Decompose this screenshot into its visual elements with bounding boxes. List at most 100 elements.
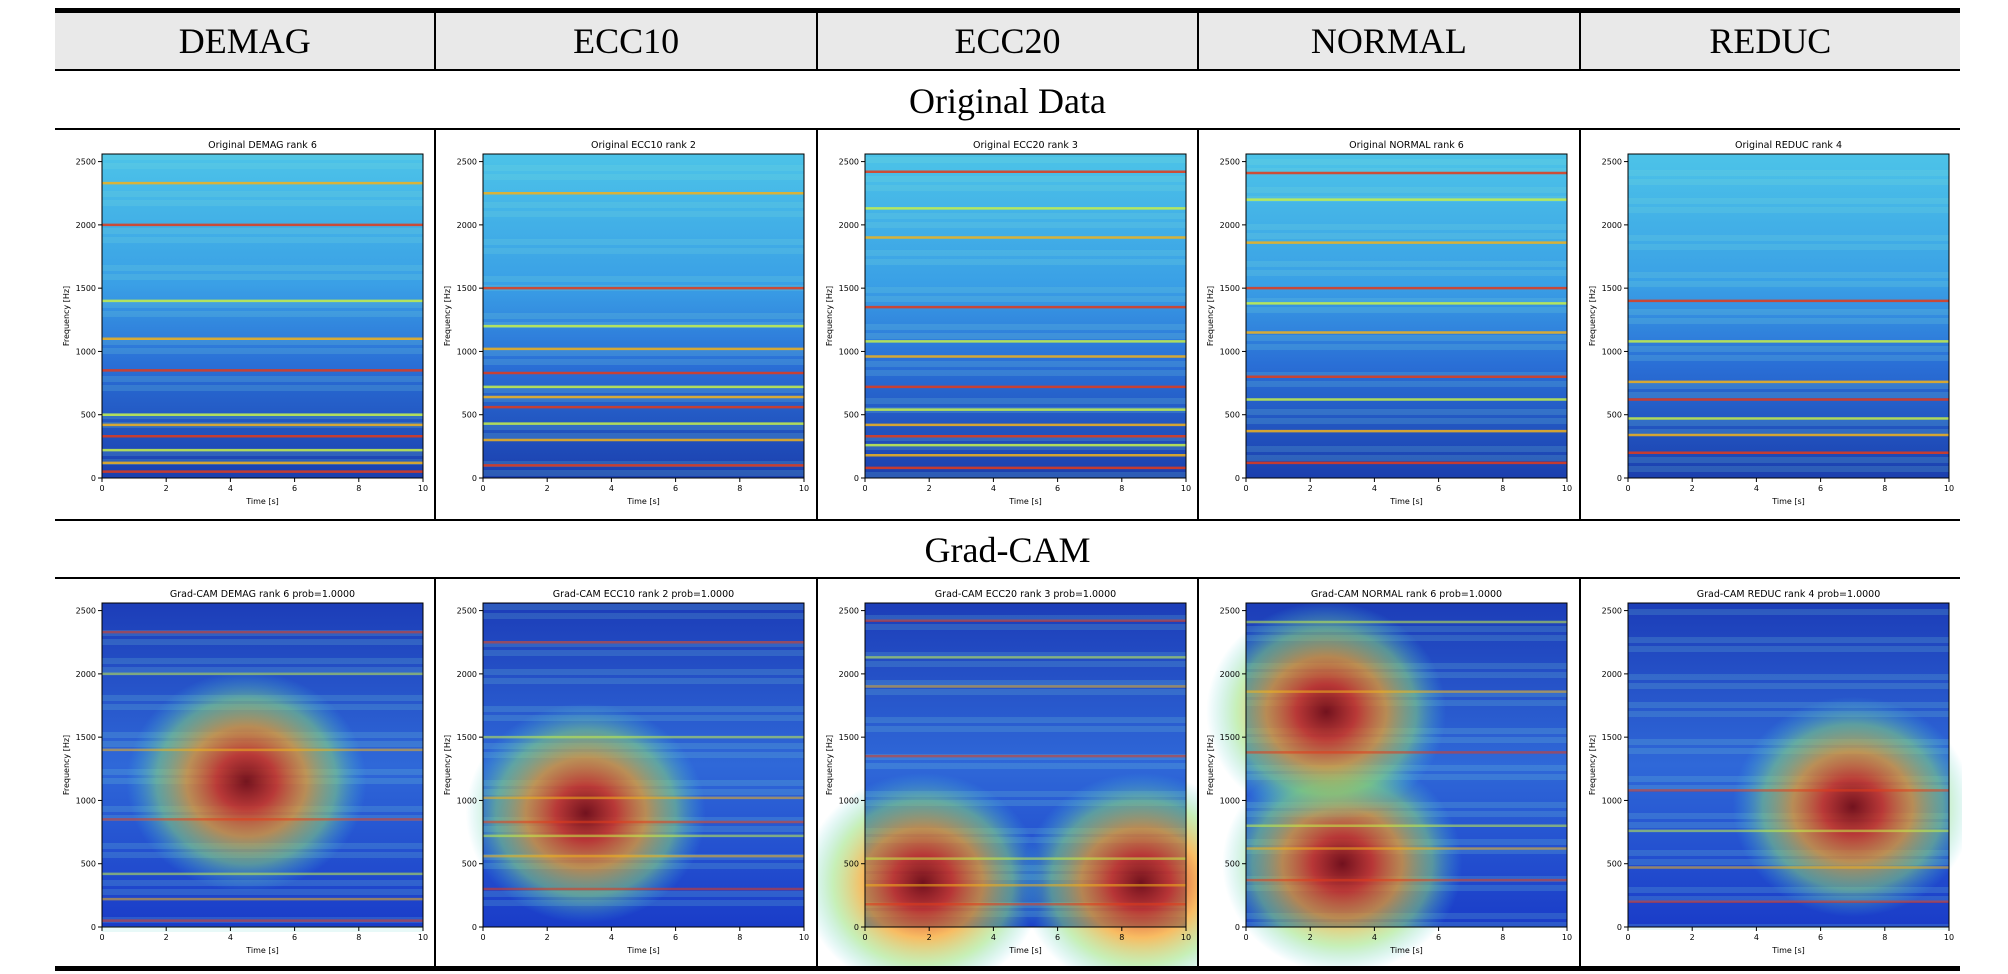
x-tick-label: 2 (545, 484, 550, 493)
y-tick-label: 500 (1606, 411, 1621, 420)
y-tick-label: 2500 (457, 607, 477, 616)
y-tick-label: 500 (1606, 860, 1621, 869)
y-tick-label: 500 (1225, 860, 1240, 869)
y-axis-label: Frequency [Hz] (1588, 286, 1597, 346)
y-tick-label: 500 (462, 860, 477, 869)
panel-title: Grad-CAM REDUC rank 4 prob=1.0000 (1696, 589, 1880, 600)
section2-title-rule (55, 577, 1960, 579)
texture-band (483, 359, 805, 365)
texture-band (483, 276, 805, 282)
x-tick-label: 8 (1119, 933, 1124, 942)
texture-band (864, 472, 1186, 478)
y-tick-label: 1000 (457, 347, 477, 356)
x-tick-label: 0 (862, 933, 867, 942)
texture-band (1627, 346, 1949, 352)
y-tick-label: 2500 (838, 607, 858, 616)
y-tick-label: 1000 (838, 796, 858, 805)
x-tick-label: 10 (1562, 933, 1572, 942)
y-axis-label: Frequency [Hz] (443, 735, 452, 795)
gradcam-plot-row: Grad-CAM DEMAG rank 6 prob=1.0000 0 2 4 6 8 10… (55, 579, 1962, 968)
plot-cell: Grad-CAM ECC20 rank 3 prob=1.0000 0 2 4 6 8 10… (815, 579, 1199, 968)
texture-band (102, 237, 423, 243)
y-tick-label: 1000 (76, 796, 96, 805)
plot-cell: Original NORMAL rank 6 0 2 4 6 8 10 0 500 1000 150… (1197, 130, 1578, 519)
texture-band (864, 763, 1186, 769)
x-tick-label: 6 (1818, 484, 1823, 493)
y-axis-label: Frequency [Hz] (1588, 735, 1597, 795)
texture-band (1627, 457, 1949, 463)
x-tick-label: 8 (1882, 484, 1887, 493)
x-tick-label: 0 (1625, 484, 1630, 493)
texture-band (483, 604, 805, 610)
texture-band (102, 413, 423, 419)
texture-band (864, 213, 1186, 219)
texture-band (864, 185, 1186, 191)
y-tick-label: 0 (91, 474, 96, 483)
texture-band (864, 287, 1186, 293)
plot-cell: Original DEMAG rank 6 0 2 4 6 8 10 0 500 1000 1500… (55, 130, 434, 519)
texture-band (102, 302, 423, 308)
y-tick-label: 1000 (1220, 796, 1240, 805)
x-tick-label: 2 (1308, 484, 1313, 493)
y-tick-label: 0 (854, 474, 859, 483)
y-tick-label: 1000 (838, 347, 858, 356)
x-tick-label: 0 (1625, 933, 1630, 942)
texture-band (483, 641, 805, 647)
texture-band (1627, 179, 1949, 185)
plot-cell: Grad-CAM NORMAL rank 6 prob=1.0000 0 2 4 6 8 1… (1197, 579, 1578, 968)
x-tick-label: 0 (862, 484, 867, 493)
texture-band (483, 211, 805, 217)
texture-band (1627, 429, 1949, 435)
texture-band (864, 689, 1186, 695)
x-tick-label: 4 (228, 484, 233, 493)
x-tick-label: 6 (1436, 484, 1441, 493)
y-tick-label: 1000 (1601, 347, 1621, 356)
y-tick-label: 1500 (1601, 284, 1621, 293)
y-tick-label: 500 (81, 860, 96, 869)
y-tick-label: 0 (1617, 474, 1622, 483)
gradcam-heat-region (817, 772, 1043, 968)
texture-band (1627, 309, 1949, 315)
texture-band (864, 398, 1186, 404)
y-tick-label: 2500 (1601, 158, 1621, 167)
x-tick-label: 10 (418, 933, 428, 942)
texture-band (483, 350, 805, 356)
y-tick-label: 2000 (838, 670, 858, 679)
y-tick-label: 500 (844, 411, 859, 420)
texture-band (1627, 170, 1949, 176)
texture-band (864, 800, 1186, 806)
plot-frame (1627, 602, 1950, 928)
x-tick-label: 8 (1119, 484, 1124, 493)
texture-band (864, 222, 1186, 228)
texture-band (864, 726, 1186, 732)
texture-band (1246, 187, 1568, 193)
y-tick-label: 2500 (1220, 158, 1240, 167)
x-tick-label: 10 (1944, 484, 1954, 493)
x-axis-label: Time [s] (1008, 497, 1042, 506)
x-tick-label: 10 (799, 933, 809, 942)
panel-title: Grad-CAM NORMAL rank 6 prob=1.0000 (1311, 589, 1502, 600)
texture-band (1627, 646, 1949, 652)
x-tick-label: 2 (926, 484, 931, 493)
texture-band (483, 706, 805, 712)
x-tick-label: 2 (545, 933, 550, 942)
x-tick-label: 8 (738, 933, 743, 942)
y-tick-label: 2000 (1601, 670, 1621, 679)
texture-band (864, 444, 1186, 450)
y-tick-label: 1500 (457, 284, 477, 293)
plot-frame (101, 602, 424, 928)
x-tick-label: 0 (99, 484, 104, 493)
panel-title: Grad-CAM DEMAG rank 6 prob=1.0000 (170, 589, 355, 600)
x-tick-label: 6 (1436, 933, 1441, 942)
y-axis-label: Frequency [Hz] (443, 286, 452, 346)
texture-band (1627, 198, 1949, 204)
section-title-gradcam: Grad-CAM (924, 530, 1091, 570)
texture-band (483, 433, 805, 439)
y-tick-label: 1500 (838, 284, 858, 293)
x-tick-label: 4 (1753, 484, 1758, 493)
plot-frame (1245, 602, 1568, 928)
texture-band (483, 239, 805, 245)
texture-band (864, 250, 1186, 256)
y-tick-label: 1500 (76, 733, 96, 742)
x-tick-label: 4 (1372, 933, 1377, 942)
